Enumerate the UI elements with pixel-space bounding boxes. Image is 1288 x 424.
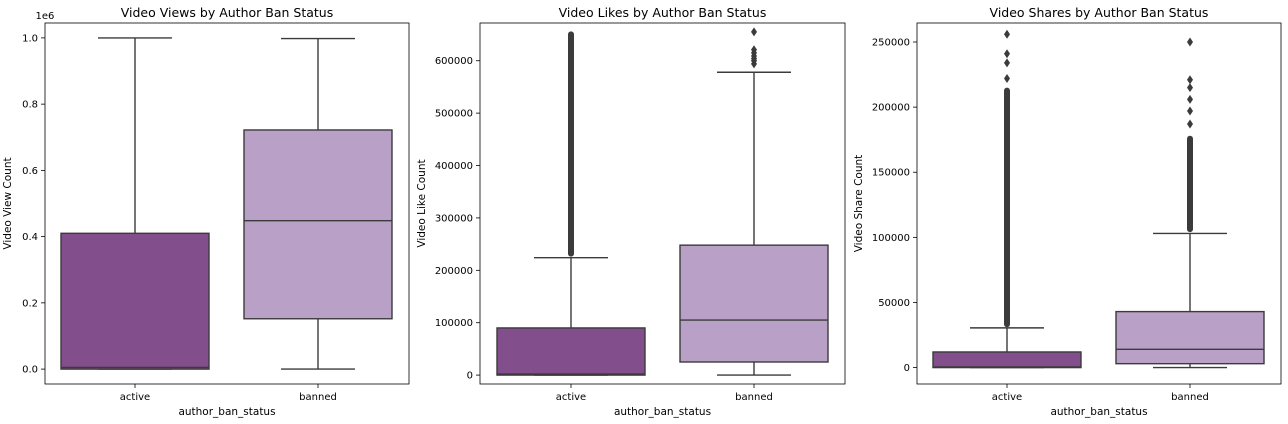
y-axis-label: Video Like Count	[416, 159, 428, 247]
box-active	[932, 29, 1082, 369]
y-tick-label: 300000	[435, 213, 473, 224]
box-active	[60, 37, 210, 370]
x-tick-label: active	[992, 392, 1022, 403]
y-axis-label: Video View Count	[2, 157, 14, 249]
box-iqr	[243, 129, 393, 320]
y-tick-label: 0.8	[22, 100, 38, 111]
y-tick-label: 50000	[878, 298, 910, 309]
box-iqr	[496, 327, 646, 376]
y-axis-label: Video Share Count	[853, 155, 865, 253]
y-tick-label: 0	[467, 371, 473, 382]
x-axis-label: author_ban_status	[614, 406, 711, 418]
y-tick-label: 150000	[872, 168, 910, 179]
box-banned	[1115, 37, 1265, 369]
outlier-point	[1004, 58, 1010, 68]
x-tick-label: banned	[735, 392, 773, 403]
y-offset-label: 1e6	[36, 11, 55, 22]
x-axis-label: author_ban_status	[1050, 406, 1147, 418]
outlier-point	[751, 45, 757, 55]
y-tick-label: 100000	[435, 318, 473, 329]
outlier-point	[1004, 73, 1010, 83]
chart-panel-3: Video Shares by Author Ban Status 0 50000 1…	[853, 5, 1282, 418]
plot-frame	[479, 22, 846, 385]
outlier-point	[751, 27, 757, 37]
y-tick-label: 1.0	[22, 33, 38, 44]
plot-frame	[44, 22, 410, 385]
chart-title: Video Shares by Author Ban Status	[990, 5, 1209, 20]
chart-title: Video Views by Author Ban Status	[121, 5, 333, 20]
y-tick-label: 200000	[435, 266, 473, 277]
y-tick-label: 500000	[435, 109, 473, 120]
box-banned	[679, 27, 829, 376]
box-banned	[243, 37, 393, 370]
plot-frame	[916, 22, 1282, 385]
box-active	[496, 31, 646, 376]
x-axis-label: author_ban_status	[178, 406, 275, 418]
y-tick-label: 200000	[872, 103, 910, 114]
outlier-point	[1187, 83, 1193, 93]
chart-title: Video Likes by Author Ban Status	[559, 5, 767, 20]
box-iqr	[932, 351, 1082, 369]
x-tick-label: active	[120, 392, 150, 403]
outlier-point	[1187, 37, 1193, 47]
outlier-point	[1187, 106, 1193, 116]
outlier-band	[1004, 87, 1010, 328]
chart-panel-1: Video Views by Author Ban Status 1e6 0.0 0.…	[2, 5, 410, 418]
outlier-point	[1004, 49, 1010, 59]
y-tick-label: 400000	[435, 161, 473, 172]
x-tick-label: active	[556, 392, 586, 403]
outlier-point	[1187, 119, 1193, 129]
box-iqr	[679, 244, 829, 363]
y-tick-label: 100000	[872, 233, 910, 244]
outlier-point	[1187, 94, 1193, 104]
outlier-point	[1187, 75, 1193, 85]
outlier-band	[1187, 135, 1193, 233]
y-tick-label: 0.0	[22, 365, 38, 376]
y-tick-label: 0	[904, 363, 910, 374]
box-iqr	[60, 232, 210, 370]
chart-panel-2: Video Likes by Author Ban Status 0 100000 2…	[416, 5, 846, 418]
outlier-band	[568, 31, 574, 257]
x-tick-label: banned	[299, 392, 337, 403]
y-tick-label: 0.4	[22, 232, 38, 243]
x-tick-label: banned	[1171, 392, 1209, 403]
outlier-point	[1004, 29, 1010, 39]
box-iqr	[1115, 310, 1265, 365]
y-tick-label: 0.6	[22, 166, 38, 177]
y-tick-label: 0.2	[22, 298, 38, 309]
y-tick-label: 600000	[435, 56, 473, 67]
y-tick-label: 250000	[872, 38, 910, 49]
